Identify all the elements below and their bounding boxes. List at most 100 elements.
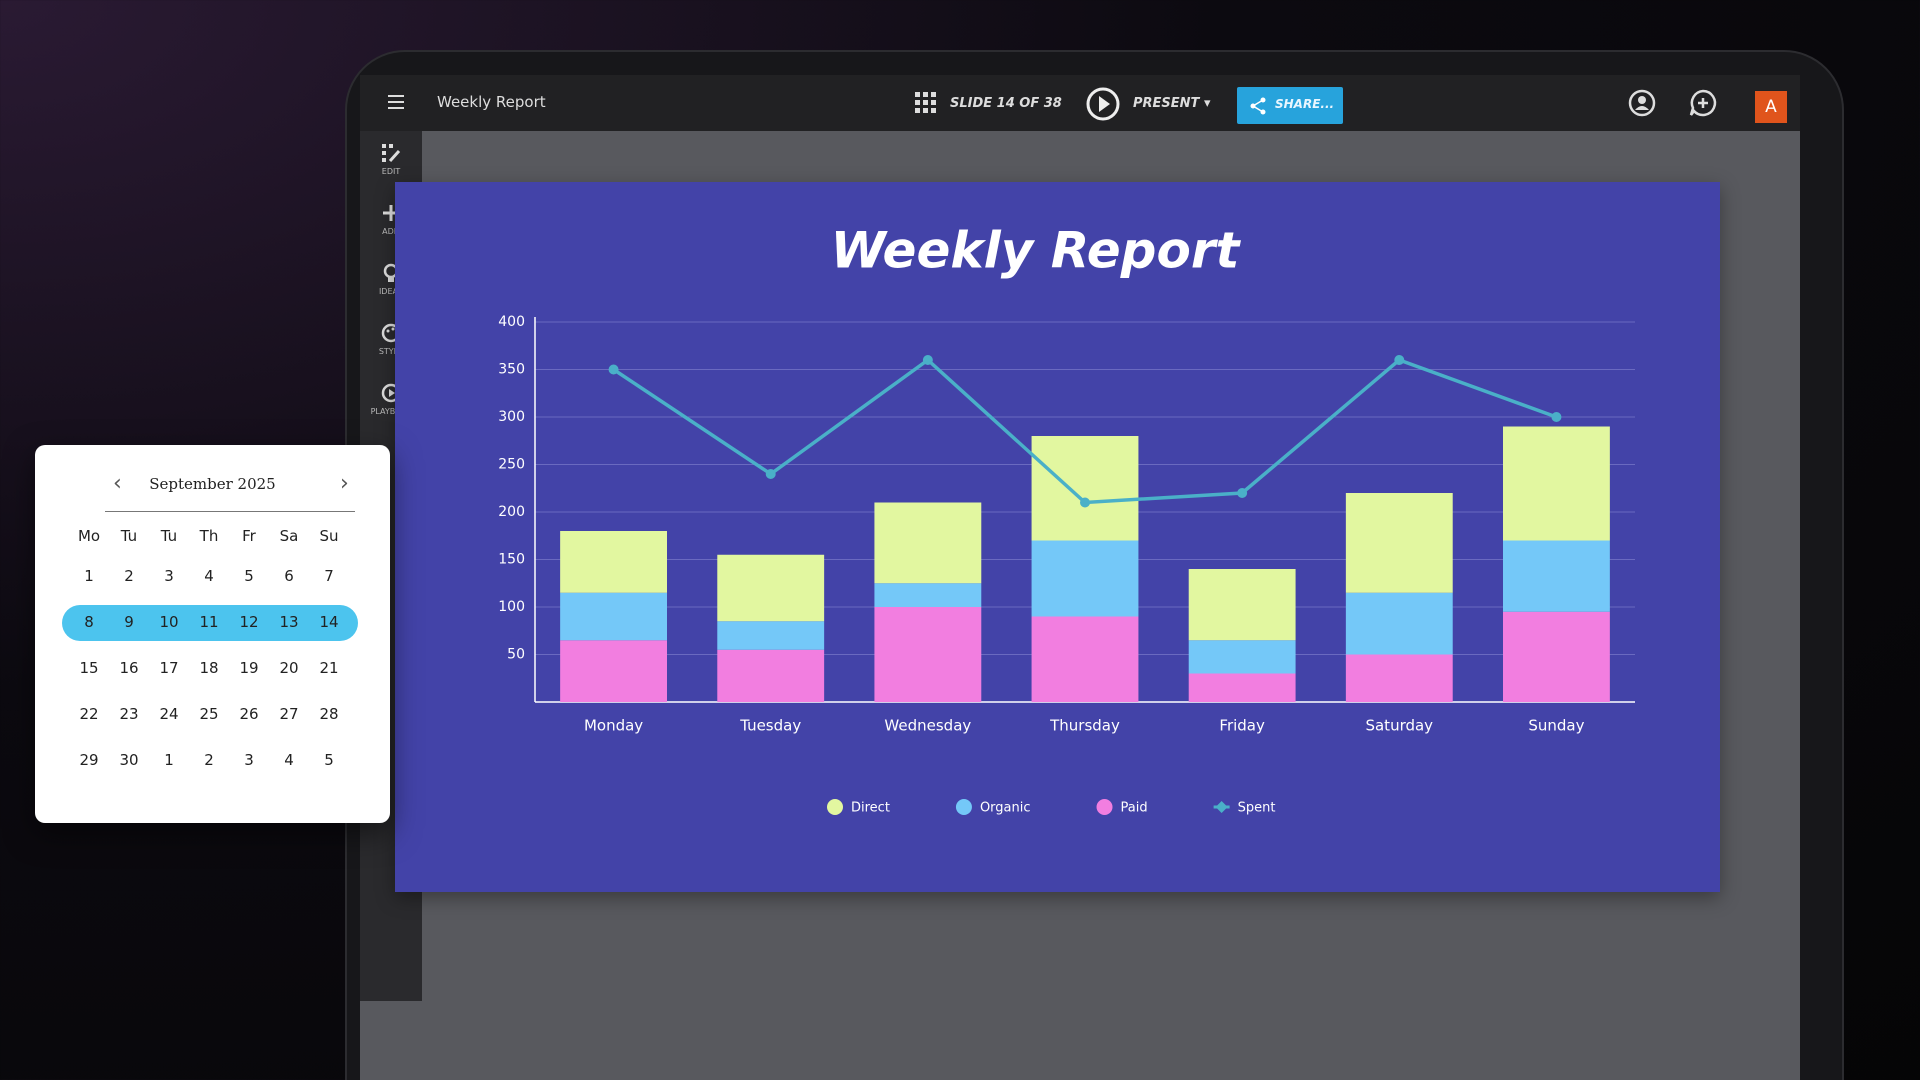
day-cell[interactable]: 21 [319, 659, 339, 677]
bar-segment [560, 592, 667, 641]
day-cell[interactable]: 3 [164, 567, 174, 585]
sidebar-item[interactable]: EDIT [360, 143, 422, 176]
legend-item[interactable]: Paid [1096, 799, 1148, 816]
day-cell[interactable]: 22 [79, 705, 99, 723]
x-tick-label: Wednesday [884, 717, 971, 735]
bar-segment [874, 607, 982, 702]
day-cell[interactable]: 2 [204, 751, 214, 769]
day-cell[interactable]: 19 [239, 659, 259, 677]
sidebar-label: PLAYBACK [370, 407, 412, 416]
day-cell[interactable]: 13 [279, 613, 299, 631]
day-cell[interactable]: 26 [239, 705, 259, 723]
calendar-grid: Mo Tu Tu Th Fr Sa Su 1 2 3 4 5 6 7 8 9 10 11 12 13 14 15 16 17 1… [62, 525, 360, 815]
y-tick-label: 250 [498, 457, 525, 473]
line-point [1080, 497, 1090, 508]
user-avatar[interactable]: A [1755, 91, 1787, 123]
day-cell[interactable]: 23 [119, 705, 139, 723]
line-point [608, 364, 619, 375]
grid-icon[interactable] [915, 92, 937, 114]
weekday-label: Su [319, 527, 339, 545]
legend-item[interactable]: Organic [955, 799, 1031, 816]
day-cell[interactable]: 3 [244, 751, 254, 769]
present-label: PRESENT [1133, 96, 1200, 111]
y-tick-label: 50 [507, 647, 525, 663]
bar-segment [1031, 540, 1139, 617]
day-cell[interactable]: 25 [199, 705, 219, 723]
sidebar-label: EDIT [381, 167, 401, 176]
day-cell[interactable]: 30 [119, 751, 139, 769]
day-cell[interactable]: 10 [159, 613, 179, 631]
bar-segment [874, 502, 982, 584]
profile-icon[interactable] [1627, 88, 1657, 118]
share-label: SHARE... [1275, 97, 1335, 111]
day-cell[interactable]: 4 [284, 751, 294, 769]
y-tick-label: 300 [498, 409, 525, 425]
legend-label: Spent [1238, 801, 1276, 816]
day-cell[interactable]: 16 [119, 659, 139, 677]
day-cell[interactable]: 7 [324, 567, 334, 585]
document-title[interactable]: Weekly Report [437, 93, 546, 111]
bar-segment [874, 583, 982, 607]
weekday-label: Sa [279, 527, 299, 545]
weekday-label: Th [199, 527, 219, 545]
day-cell[interactable]: 6 [284, 567, 294, 585]
comment-icon[interactable] [1688, 88, 1718, 118]
bar-segment [717, 649, 825, 702]
selected-week [62, 605, 358, 641]
chart-title: Weekly Report [831, 222, 1242, 280]
day-cell[interactable]: 1 [164, 751, 174, 769]
edit-icon [382, 144, 401, 163]
legend-label: Direct [851, 801, 890, 816]
day-cell[interactable]: 14 [319, 613, 339, 631]
day-cell[interactable]: 29 [79, 751, 99, 769]
prev-month[interactable]: ‹ [113, 471, 122, 496]
day-cell[interactable]: 18 [199, 659, 219, 677]
bar-segment [560, 640, 667, 702]
bar-segment [1188, 569, 1296, 641]
menu-button[interactable] [388, 94, 406, 110]
chart: Weekly Report 50 100 150 200 250 300 350 400 Mon… [498, 222, 1635, 816]
legend-diamond [1215, 801, 1228, 813]
line-point [1237, 488, 1248, 498]
day-cell[interactable]: 28 [319, 705, 339, 723]
day-cell[interactable]: 17 [159, 659, 179, 677]
bar-segment [560, 531, 667, 593]
day-cell[interactable]: 27 [279, 705, 299, 723]
y-tick-label: 200 [498, 504, 525, 520]
day-cell[interactable]: 20 [279, 659, 299, 677]
y-tick-label: 400 [498, 314, 525, 330]
bar-segment [1503, 426, 1610, 541]
bar-segment [1345, 654, 1453, 702]
legend-swatch [955, 799, 972, 815]
day-cell[interactable]: 5 [324, 751, 334, 769]
day-cell[interactable]: 12 [239, 613, 259, 631]
present-icon[interactable] [1085, 86, 1121, 122]
share-button[interactable]: SHARE... [1237, 87, 1343, 124]
weekday-label: Mo [77, 527, 101, 545]
day-cell[interactable]: 24 [159, 705, 179, 723]
present-button[interactable]: PRESENT ▾ [1133, 96, 1211, 111]
legend-item[interactable]: Spent [1213, 801, 1276, 816]
day-cell[interactable]: 15 [79, 659, 99, 677]
y-tick-label: 150 [498, 552, 525, 568]
day-cell[interactable]: 8 [84, 613, 94, 631]
next-month[interactable]: › [340, 471, 349, 496]
bar-segment [1345, 493, 1453, 593]
day-cell[interactable]: 4 [204, 567, 214, 585]
legend-item[interactable]: Direct [827, 799, 890, 816]
bar-segment [717, 621, 825, 650]
day-cell[interactable]: 5 [244, 567, 254, 585]
bar-segment [1188, 673, 1296, 702]
sidebar-label: STYLE [378, 347, 404, 356]
day-cell[interactable]: 11 [199, 613, 219, 631]
weekday-label: Tu [120, 527, 138, 545]
share-icon [1250, 97, 1266, 115]
day-cell[interactable]: 9 [124, 613, 134, 631]
bar-segment [1031, 436, 1139, 541]
day-cell[interactable]: 1 [84, 567, 94, 585]
x-tick-label: Thursday [1049, 717, 1120, 735]
bar-segment [1503, 611, 1610, 702]
date-picker: ‹ September 2025 › Mo Tu Tu Th Fr Sa Su 1 2 3 4 5 6 7… [35, 445, 390, 823]
day-cell[interactable]: 2 [124, 567, 134, 585]
y-tick-label: 100 [498, 599, 525, 615]
